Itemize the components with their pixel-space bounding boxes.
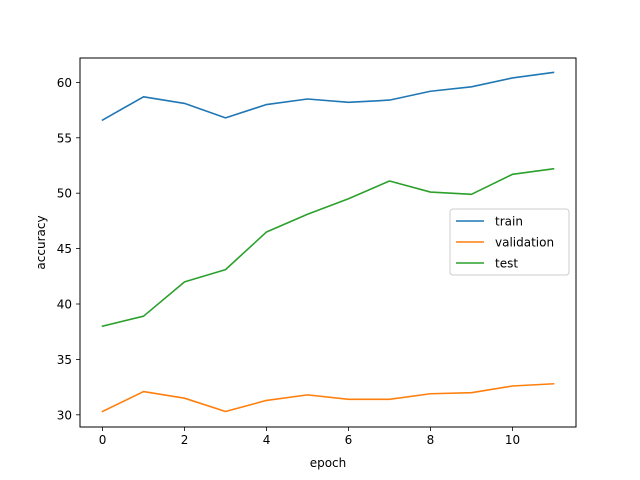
legend-label-train: train: [495, 215, 523, 229]
series-line-validation: [101, 382, 555, 413]
y-axis-label: accuracy: [34, 215, 48, 269]
y-tick-label: 55: [57, 131, 72, 145]
legend-frame: [449, 208, 570, 276]
x-axis-label: epoch: [310, 456, 347, 470]
x-tick-label: 0: [99, 433, 107, 447]
y-tick-label: 30: [57, 408, 72, 422]
x-tick-label: 2: [181, 433, 189, 447]
y-tick-label: 50: [57, 187, 72, 201]
legend-label-test: test: [495, 257, 518, 271]
legend: train validation test: [449, 208, 570, 276]
plot-frame: [79, 57, 577, 428]
series-line-test: [101, 167, 555, 328]
x-tick-label: 10: [505, 433, 520, 447]
x-tick-label: 8: [427, 433, 435, 447]
y-tick-label: 45: [57, 242, 72, 256]
x-axis-ticks: 0 2 4 6 8 10: [99, 427, 520, 447]
y-tick-label: 40: [57, 298, 72, 312]
series-layer: [101, 71, 555, 413]
series-line-train: [101, 71, 555, 122]
legend-label-validation: validation: [495, 236, 554, 250]
x-tick-label: 6: [345, 433, 353, 447]
y-axis-ticks: 30 35 40 45 50 55 60: [57, 76, 80, 422]
y-tick-label: 60: [57, 76, 72, 90]
y-tick-label: 35: [57, 353, 72, 367]
x-tick-label: 4: [263, 433, 271, 447]
